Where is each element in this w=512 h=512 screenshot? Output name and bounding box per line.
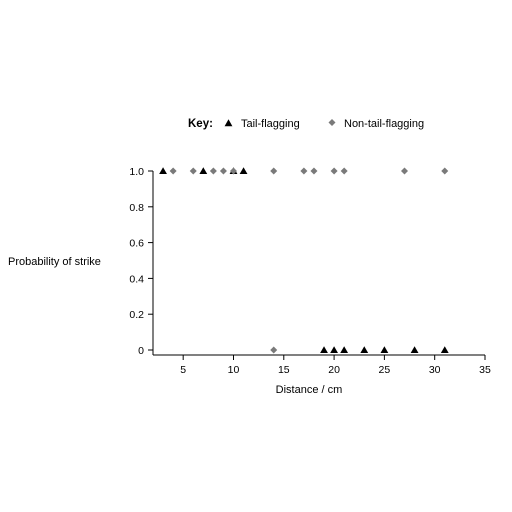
point-non-tail-flagging	[340, 167, 348, 175]
y-axis-title: Probability of strike	[8, 256, 101, 268]
y-tick-label: 0.2	[129, 309, 144, 321]
legend-title: Key:	[188, 118, 213, 130]
point-non-tail-flagging	[169, 167, 177, 175]
point-tail-flagging	[320, 346, 328, 353]
y-tick-label: 0.4	[129, 273, 144, 285]
point-tail-flagging	[199, 167, 208, 174]
x-tick-label: 30	[429, 364, 441, 376]
point-tail-flagging	[159, 167, 167, 174]
point-tail-flagging	[440, 346, 449, 353]
x-tick-label: 5	[180, 364, 186, 376]
x-tick-label: 35	[479, 364, 491, 376]
y-tick-label: 0	[138, 345, 144, 357]
x-tick-label: 25	[379, 364, 391, 376]
point-non-tail-flagging	[401, 167, 409, 175]
y-ticks: 0 0.2 0.4 0.6 0.8 1.0	[129, 166, 153, 357]
data-points	[159, 167, 449, 354]
legend-marker-tail-flagging	[224, 119, 233, 127]
legend: Key: Tail-flagging Non-tail-flagging	[188, 118, 424, 130]
point-tail-flagging	[360, 346, 369, 353]
point-tail-flagging	[239, 167, 248, 174]
point-non-tail-flagging	[229, 167, 237, 175]
x-tick-label: 10	[228, 364, 240, 376]
point-non-tail-flagging	[441, 167, 449, 175]
y-tick-label: 1.0	[129, 166, 144, 178]
point-non-tail-flagging	[219, 167, 227, 175]
point-non-tail-flagging	[330, 167, 338, 175]
point-non-tail-flagging	[300, 167, 308, 175]
point-non-tail-flagging	[189, 167, 197, 175]
point-tail-flagging	[380, 346, 389, 353]
legend-label-non-tail-flagging: Non-tail-flagging	[344, 118, 424, 130]
legend-label-tail-flagging: Tail-flagging	[241, 118, 300, 130]
y-tick-label: 0.8	[129, 202, 144, 214]
point-non-tail-flagging	[310, 167, 318, 175]
point-tail-flagging	[330, 346, 338, 353]
point-tail-flagging	[410, 346, 419, 353]
point-tail-flagging	[340, 346, 349, 353]
point-non-tail-flagging	[270, 167, 278, 175]
axes: 5 10 15 20 25 30 35 0 0.2 0.4 0.6 0.8 1.0	[129, 166, 491, 376]
x-tick-label: 15	[278, 364, 290, 376]
x-axis-title: Distance / cm	[276, 384, 343, 396]
x-ticks: 5 10 15 20 25 30 35	[180, 355, 491, 376]
legend-marker-non-tail-flagging	[328, 119, 336, 126]
point-non-tail-flagging	[270, 346, 278, 354]
y-tick-label: 0.6	[129, 238, 144, 250]
x-tick-label: 20	[328, 364, 340, 376]
point-non-tail-flagging	[209, 167, 217, 175]
